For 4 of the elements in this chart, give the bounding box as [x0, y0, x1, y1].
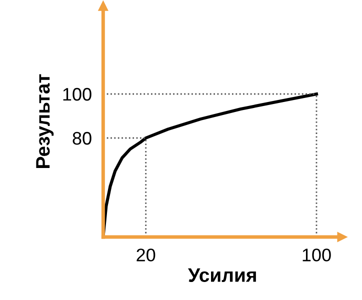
- y-axis-title: Результат: [36, 74, 54, 168]
- y-tick-label: 80: [72, 132, 92, 145]
- x-tick-label: 20: [136, 248, 156, 262]
- x-axis-title: Усилия: [188, 268, 256, 282]
